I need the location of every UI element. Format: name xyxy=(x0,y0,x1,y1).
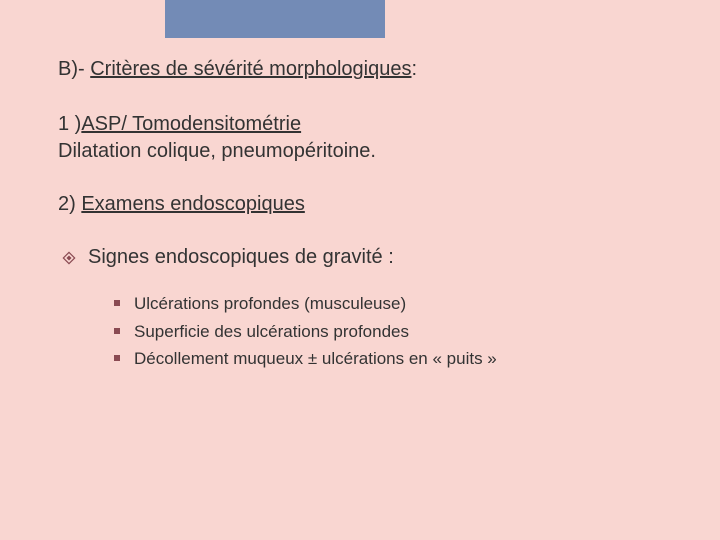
section1-heading: 1 )ASP/ Tomodensitométrie xyxy=(58,111,680,138)
section1-body: Dilatation colique, pneumopéritoine. xyxy=(58,138,680,165)
list-item-text: Ulcérations profondes (musculeuse) xyxy=(134,291,406,317)
list-item-text: Décollement muqueux ± ulcérations en « p… xyxy=(134,346,497,372)
title-underlined: Critères de sévérité morphologiques xyxy=(90,58,411,80)
section1-prefix: 1 ) xyxy=(58,113,81,135)
list-item: Décollement muqueux ± ulcérations en « p… xyxy=(114,346,680,372)
diamond-bullet-icon xyxy=(62,251,76,265)
square-bullet-icon xyxy=(114,300,120,306)
slide: B)- Critères de sévérité morphologiques:… xyxy=(0,0,720,540)
square-bullet-icon xyxy=(114,328,120,334)
top-accent-bar xyxy=(165,0,385,38)
sub-list: Ulcérations profondes (musculeuse) Super… xyxy=(114,291,680,372)
title-prefix: B)- xyxy=(58,58,90,80)
list-item-text: Superficie des ulcérations profondes xyxy=(134,319,409,345)
content-area: B)- Critères de sévérité morphologiques:… xyxy=(58,58,680,374)
bullet-line: Signes endoscopiques de gravité : xyxy=(62,246,680,269)
list-item: Ulcérations profondes (musculeuse) xyxy=(114,291,680,317)
square-bullet-icon xyxy=(114,355,120,361)
bullet-text: Signes endoscopiques de gravité : xyxy=(88,246,394,269)
title-suffix: : xyxy=(412,58,418,80)
section-title: B)- Critères de sévérité morphologiques: xyxy=(58,58,680,81)
section2-underlined: Examens endoscopiques xyxy=(81,193,304,215)
list-item: Superficie des ulcérations profondes xyxy=(114,319,680,345)
section1-underlined: ASP/ Tomodensitométrie xyxy=(81,113,301,135)
section2-prefix: 2) xyxy=(58,193,81,215)
section2-heading: 2) Examens endoscopiques xyxy=(58,193,680,216)
